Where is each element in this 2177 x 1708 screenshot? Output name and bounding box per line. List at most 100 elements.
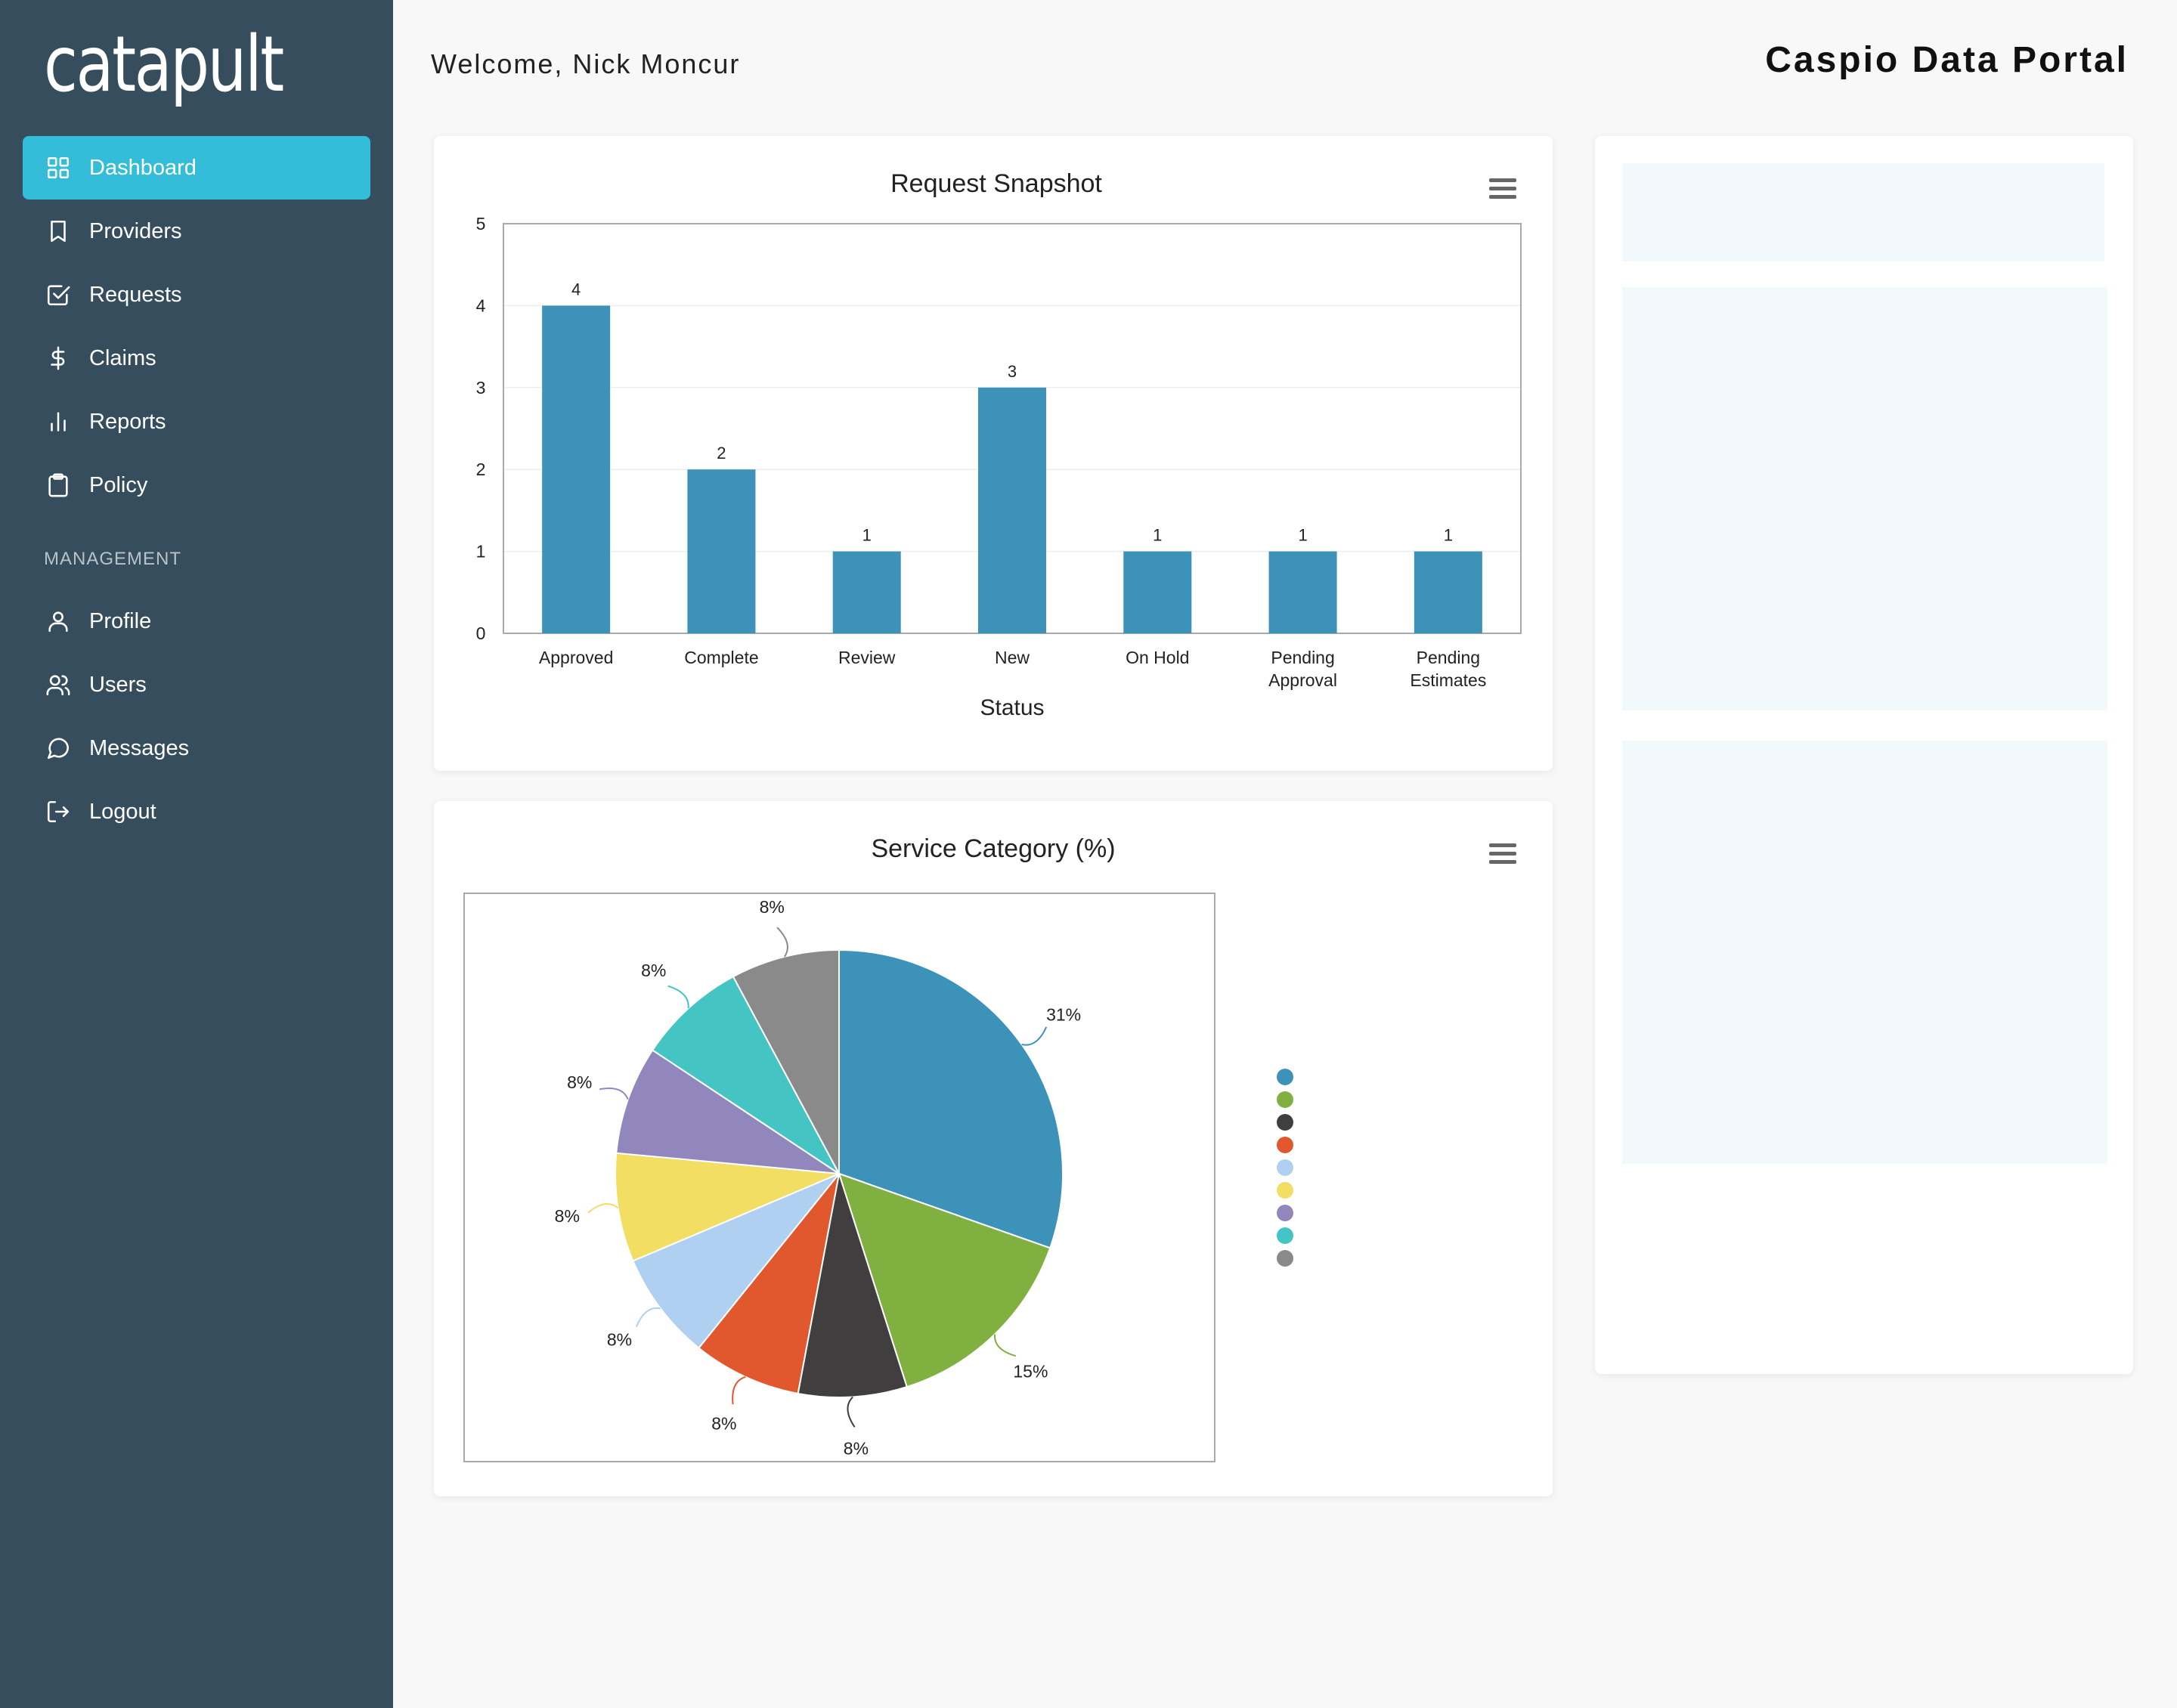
- x-tick-label: On Hold: [1126, 648, 1189, 667]
- legend-swatch[interactable]: [1277, 1069, 1293, 1085]
- user-icon: [48, 611, 68, 633]
- x-tick-label: Pending: [1271, 648, 1334, 667]
- y-tick-label: 5: [476, 214, 486, 234]
- sidebar-item-requests[interactable]: Requests: [23, 263, 370, 326]
- pie-data-label: 15%: [1013, 1361, 1048, 1381]
- pie-slice[interactable]: [651, 975, 840, 1174]
- legend-swatch[interactable]: [1277, 1091, 1293, 1108]
- pie-connector: [667, 985, 689, 1009]
- legend-swatch[interactable]: [1277, 1250, 1293, 1267]
- placeholder-block: [1622, 287, 2107, 710]
- bar[interactable]: [978, 387, 1046, 633]
- x-tick-label: Approval: [1268, 670, 1337, 690]
- app-logo: catapult: [44, 20, 284, 110]
- bar-data-label: 1: [1298, 526, 1307, 545]
- pie-data-label: 8%: [641, 961, 666, 980]
- pie-data-label: 8%: [555, 1206, 580, 1226]
- request-snapshot-card: Request Snapshot 0 1 2 3 4 5 4 Approved 2 Complete…: [434, 136, 1553, 771]
- pie-slice[interactable]: [732, 948, 840, 1174]
- sidebar-item-messages[interactable]: Messages: [23, 716, 370, 780]
- legend-swatch[interactable]: [1277, 1137, 1293, 1153]
- pie-connector: [847, 1396, 856, 1428]
- bookmark-icon: [51, 220, 66, 243]
- y-tick-label: 3: [476, 378, 486, 398]
- sidebar-item-label: Messages: [89, 735, 190, 760]
- y-tick-label: 2: [476, 459, 486, 479]
- service-category-chart: Service Category (%) 31% 15% 8% 8% 8% 8% 8% 8% 8%: [463, 834, 1293, 1462]
- sidebar-item-users[interactable]: Users: [23, 653, 370, 716]
- bar-data-label: 1: [1153, 526, 1162, 545]
- pie-slice[interactable]: [615, 1049, 840, 1174]
- legend-swatch[interactable]: [1277, 1227, 1293, 1244]
- welcome-message: Welcome, Nick Moncur: [431, 48, 741, 79]
- x-tick-label: New: [995, 648, 1030, 667]
- bar-data-label: 1: [862, 526, 872, 545]
- sidebar-item-reports[interactable]: Reports: [23, 390, 370, 453]
- bar[interactable]: [1414, 551, 1482, 633]
- chart-menu-button[interactable]: [1489, 843, 1516, 865]
- pie-slice[interactable]: [632, 1173, 840, 1350]
- sidebar-item-label: Logout: [89, 799, 156, 824]
- chart-title: Request Snapshot: [890, 169, 1102, 198]
- bar[interactable]: [832, 551, 901, 633]
- pie-data-label: 8%: [607, 1329, 632, 1349]
- portal-title: Caspio Data Portal: [1765, 40, 2129, 80]
- pie-data-label: 8%: [760, 897, 785, 917]
- message-icon: [47, 738, 70, 760]
- x-tick-label: Pending: [1417, 648, 1480, 667]
- sidebar-item-label: Reports: [89, 409, 166, 434]
- sidebar-item-providers[interactable]: Providers: [23, 200, 370, 263]
- pie-slice[interactable]: [797, 1173, 908, 1398]
- pie-slice[interactable]: [698, 1173, 840, 1395]
- x-tick-label: Complete: [684, 648, 758, 667]
- chart-title: Service Category (%): [871, 834, 1115, 863]
- bar[interactable]: [542, 305, 611, 633]
- y-tick-label: 0: [476, 623, 486, 643]
- bar-data-label: 2: [717, 444, 726, 463]
- sidebar-item-label: Dashboard: [89, 155, 197, 180]
- bar[interactable]: [1123, 551, 1192, 633]
- logout-icon: [47, 800, 70, 823]
- legend-swatch[interactable]: [1277, 1159, 1293, 1176]
- placeholder-block: [1622, 163, 2104, 261]
- pie-connector: [587, 1203, 619, 1214]
- pie-data-label: 8%: [711, 1414, 736, 1434]
- pie-data-label: 8%: [567, 1072, 592, 1092]
- sidebar-item-logout[interactable]: Logout: [23, 780, 370, 843]
- side-panel: [1595, 136, 2133, 1374]
- x-tick-label: Approved: [539, 648, 613, 667]
- legend-swatch[interactable]: [1277, 1182, 1293, 1199]
- x-axis-label: Status: [980, 695, 1044, 720]
- request-snapshot-chart: Request Snapshot 0 1 2 3 4 5 4 Approved 2 Complete…: [476, 169, 1522, 720]
- grid-icon: [47, 156, 70, 179]
- x-tick-label: Review: [838, 648, 896, 667]
- bar-data-label: 1: [1444, 526, 1453, 545]
- sidebar: catapult Dashboard Providers Requests Cl…: [0, 0, 393, 1708]
- pie-connector: [1021, 1026, 1048, 1046]
- check-square-icon: [47, 285, 70, 306]
- legend-swatch[interactable]: [1277, 1205, 1293, 1221]
- bar-chart-icon: [51, 412, 66, 432]
- bar-data-label: 3: [1008, 362, 1017, 381]
- sidebar-item-label: Users: [89, 672, 147, 697]
- sidebar-item-label: Claims: [89, 345, 156, 370]
- sidebar-item-label: Requests: [89, 282, 182, 307]
- y-tick-label: 4: [476, 295, 486, 315]
- service-category-card: Service Category (%) 31% 15% 8% 8% 8% 8% 8% 8% 8%: [434, 801, 1553, 1496]
- pie-connector: [776, 927, 788, 958]
- chart-menu-button[interactable]: [1489, 178, 1516, 200]
- sidebar-item-profile[interactable]: Profile: [23, 589, 370, 653]
- sidebar-item-claims[interactable]: Claims: [23, 326, 370, 390]
- sidebar-item-dashboard[interactable]: Dashboard: [23, 136, 370, 200]
- bar[interactable]: [1268, 551, 1337, 633]
- sidebar-item-label: Profile: [89, 608, 152, 633]
- legend-swatch[interactable]: [1277, 1114, 1293, 1131]
- sidebar-item-label: Policy: [89, 472, 148, 497]
- x-tick-label: Estimates: [1410, 670, 1486, 690]
- pie-connector: [635, 1307, 661, 1327]
- bar[interactable]: [687, 469, 756, 633]
- sidebar-item-policy[interactable]: Policy: [23, 453, 370, 517]
- pie-connector: [732, 1375, 746, 1405]
- pie-slice[interactable]: [615, 1152, 840, 1262]
- pie-connector: [599, 1087, 629, 1100]
